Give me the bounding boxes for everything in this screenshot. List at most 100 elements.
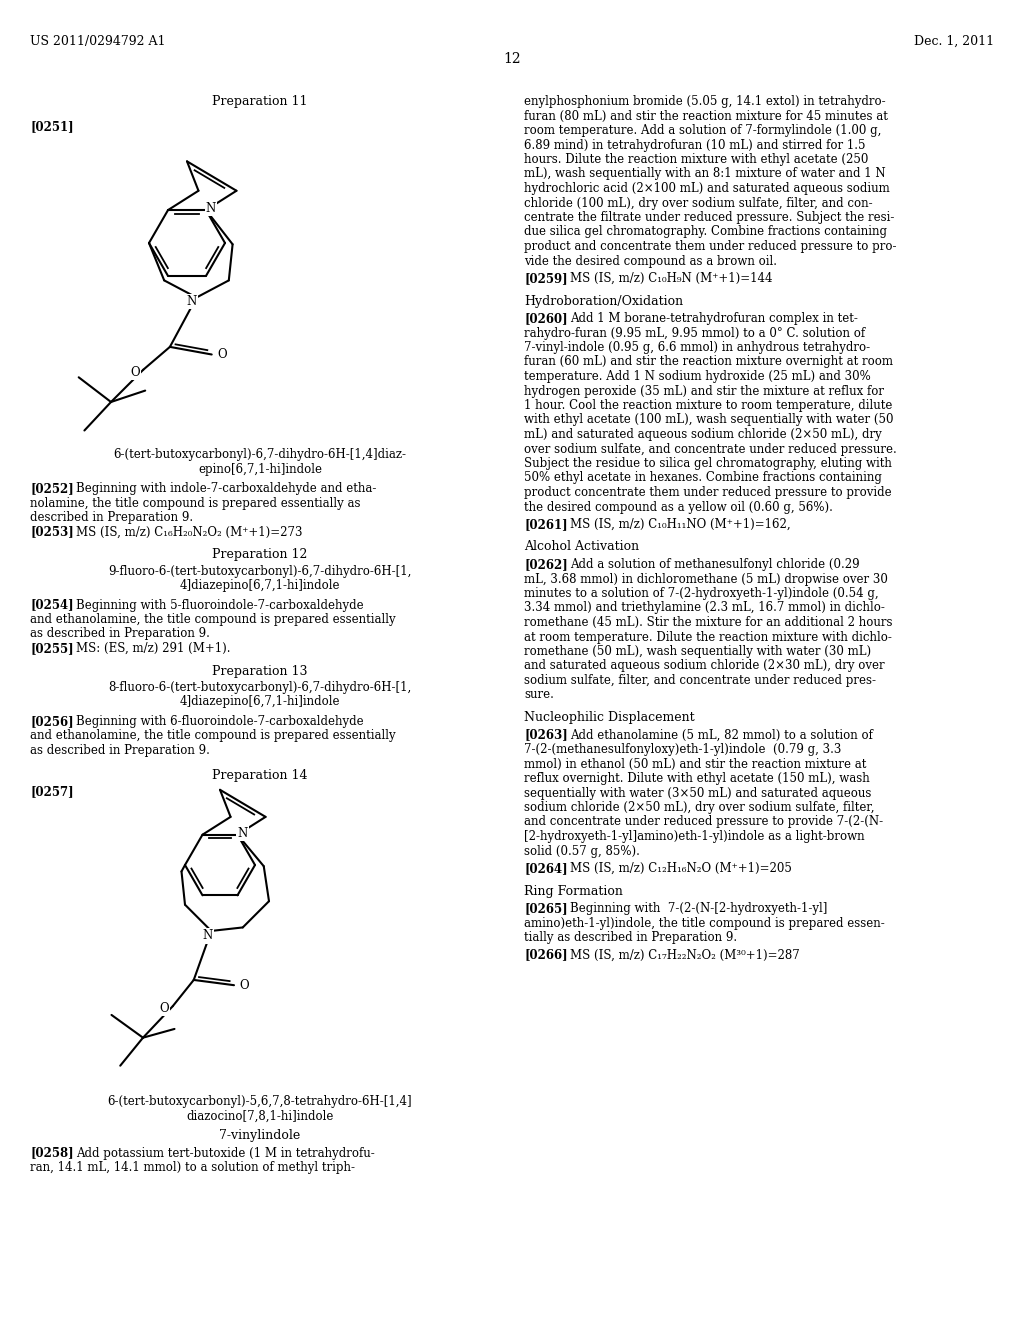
Text: N: N — [186, 294, 197, 308]
Text: Preparation 14: Preparation 14 — [212, 768, 308, 781]
Text: [0265]: [0265] — [524, 902, 567, 915]
Text: Beginning with 5-fluoroindole-7-carboxaldehyde: Beginning with 5-fluoroindole-7-carboxal… — [76, 598, 364, 611]
Text: tially as described in Preparation 9.: tially as described in Preparation 9. — [524, 931, 737, 944]
Text: [0256]: [0256] — [30, 715, 74, 729]
Text: [0266]: [0266] — [524, 949, 567, 961]
Text: 7-vinyl-indole (0.95 g, 6.6 mmol) in anhydrous tetrahydro-: 7-vinyl-indole (0.95 g, 6.6 mmol) in anh… — [524, 341, 870, 354]
Text: 7-(2-(methanesulfonyloxy)eth-1-yl)indole  (0.79 g, 3.3: 7-(2-(methanesulfonyloxy)eth-1-yl)indole… — [524, 743, 842, 756]
Text: 7-vinylindole: 7-vinylindole — [219, 1129, 301, 1142]
Text: Beginning with indole-7-carboxaldehyde and etha-: Beginning with indole-7-carboxaldehyde a… — [76, 482, 377, 495]
Text: product concentrate them under reduced pressure to provide: product concentrate them under reduced p… — [524, 486, 892, 499]
Text: [0260]: [0260] — [524, 312, 567, 325]
Text: MS (IS, m/z) C₁₀H₉N (M⁺+1)=144: MS (IS, m/z) C₁₀H₉N (M⁺+1)=144 — [570, 272, 772, 285]
Text: 4]diazepino[6,7,1-hi]indole: 4]diazepino[6,7,1-hi]indole — [180, 696, 340, 709]
Text: Nucleophilic Displacement: Nucleophilic Displacement — [524, 711, 694, 723]
Text: hydrogen peroxide (35 mL) and stir the mixture at reflux for: hydrogen peroxide (35 mL) and stir the m… — [524, 384, 884, 397]
Text: Ring Formation: Ring Formation — [524, 884, 623, 898]
Text: 4]diazepino[6,7,1-hi]indole: 4]diazepino[6,7,1-hi]indole — [180, 579, 340, 591]
Text: Add 1 M borane-tetrahydrofuran complex in tet-: Add 1 M borane-tetrahydrofuran complex i… — [570, 312, 858, 325]
Text: furan (60 mL) and stir the reaction mixture overnight at room: furan (60 mL) and stir the reaction mixt… — [524, 355, 893, 368]
Text: 1 hour. Cool the reaction mixture to room temperature, dilute: 1 hour. Cool the reaction mixture to roo… — [524, 399, 892, 412]
Text: Alcohol Activation: Alcohol Activation — [524, 540, 639, 553]
Text: and concentrate under reduced pressure to provide 7-(2-(N-: and concentrate under reduced pressure t… — [524, 816, 883, 829]
Text: as described in Preparation 9.: as described in Preparation 9. — [30, 627, 210, 640]
Text: MS: (ES, m/z) 291 (M+1).: MS: (ES, m/z) 291 (M+1). — [76, 642, 230, 655]
Text: due silica gel chromatography. Combine fractions containing: due silica gel chromatography. Combine f… — [524, 226, 887, 239]
Text: N: N — [238, 828, 248, 841]
Text: Hydroboration/Oxidation: Hydroboration/Oxidation — [524, 294, 683, 308]
Text: [0251]: [0251] — [30, 120, 74, 133]
Text: as described in Preparation 9.: as described in Preparation 9. — [30, 744, 210, 756]
Text: sodium sulfate, filter, and concentrate under reduced pres-: sodium sulfate, filter, and concentrate … — [524, 675, 876, 686]
Text: MS (IS, m/z) C₁₂H₁₆N₂O (M⁺+1)=205: MS (IS, m/z) C₁₂H₁₆N₂O (M⁺+1)=205 — [570, 862, 792, 875]
Text: sequentially with water (3×50 mL) and saturated aqueous: sequentially with water (3×50 mL) and sa… — [524, 787, 871, 800]
Text: O: O — [159, 1002, 169, 1015]
Text: mL, 3.68 mmol) in dichloromethane (5 mL) dropwise over 30: mL, 3.68 mmol) in dichloromethane (5 mL)… — [524, 573, 888, 586]
Text: 6.89 mind) in tetrahydrofuran (10 mL) and stirred for 1.5: 6.89 mind) in tetrahydrofuran (10 mL) an… — [524, 139, 865, 152]
Text: romethane (50 mL), wash sequentially with water (30 mL): romethane (50 mL), wash sequentially wit… — [524, 645, 871, 657]
Text: Preparation 11: Preparation 11 — [212, 95, 308, 108]
Text: [0255]: [0255] — [30, 642, 74, 655]
Text: Dec. 1, 2011: Dec. 1, 2011 — [913, 36, 994, 48]
Text: chloride (100 mL), dry over sodium sulfate, filter, and con-: chloride (100 mL), dry over sodium sulfa… — [524, 197, 872, 210]
Text: [0263]: [0263] — [524, 729, 567, 742]
Text: 6-(tert-butoxycarbonyl)-6,7-dihydro-6H-[1,4]diaz-: 6-(tert-butoxycarbonyl)-6,7-dihydro-6H-[… — [114, 447, 407, 461]
Text: amino)eth-1-yl)indole, the title compound is prepared essen-: amino)eth-1-yl)indole, the title compoun… — [524, 916, 885, 929]
Text: enylphosphonium bromide (5.05 g, 14.1 extol) in tetrahydro-: enylphosphonium bromide (5.05 g, 14.1 ex… — [524, 95, 886, 108]
Text: Add ethanolamine (5 mL, 82 mmol) to a solution of: Add ethanolamine (5 mL, 82 mmol) to a so… — [570, 729, 872, 742]
Text: vide the desired compound as a brown oil.: vide the desired compound as a brown oil… — [524, 255, 777, 268]
Text: MS (IS, m/z) C₁₀H₁₁NO (M⁺+1)=162,: MS (IS, m/z) C₁₀H₁₁NO (M⁺+1)=162, — [570, 517, 791, 531]
Text: [0262]: [0262] — [524, 558, 567, 572]
Text: Subject the residue to silica gel chromatography, eluting with: Subject the residue to silica gel chroma… — [524, 457, 892, 470]
Text: minutes to a solution of 7-(2-hydroxyeth-1-yl)indole (0.54 g,: minutes to a solution of 7-(2-hydroxyeth… — [524, 587, 879, 601]
Text: 3.34 mmol) and triethylamine (2.3 mL, 16.7 mmol) in dichlo-: 3.34 mmol) and triethylamine (2.3 mL, 16… — [524, 602, 885, 615]
Text: 6-(tert-butoxycarbonyl)-5,6,7,8-tetrahydro-6H-[1,4]: 6-(tert-butoxycarbonyl)-5,6,7,8-tetrahyd… — [108, 1096, 413, 1107]
Text: solid (0.57 g, 85%).: solid (0.57 g, 85%). — [524, 845, 640, 858]
Text: over sodium sulfate, and concentrate under reduced pressure.: over sodium sulfate, and concentrate und… — [524, 442, 897, 455]
Text: diazocino[7,8,1-hi]indole: diazocino[7,8,1-hi]indole — [186, 1110, 334, 1122]
Text: at room temperature. Dilute the reaction mixture with dichlo-: at room temperature. Dilute the reaction… — [524, 631, 892, 644]
Text: with ethyl acetate (100 mL), wash sequentially with water (50: with ethyl acetate (100 mL), wash sequen… — [524, 413, 894, 426]
Text: furan (80 mL) and stir the reaction mixture for 45 minutes at: furan (80 mL) and stir the reaction mixt… — [524, 110, 888, 123]
Text: Beginning with 6-fluoroindole-7-carboxaldehyde: Beginning with 6-fluoroindole-7-carboxal… — [76, 715, 364, 729]
Text: hours. Dilute the reaction mixture with ethyl acetate (250: hours. Dilute the reaction mixture with … — [524, 153, 868, 166]
Text: sure.: sure. — [524, 689, 554, 701]
Text: hydrochloric acid (2×100 mL) and saturated aqueous sodium: hydrochloric acid (2×100 mL) and saturat… — [524, 182, 890, 195]
Text: sodium chloride (2×50 mL), dry over sodium sulfate, filter,: sodium chloride (2×50 mL), dry over sodi… — [524, 801, 874, 814]
Text: temperature. Add 1 N sodium hydroxide (25 mL) and 30%: temperature. Add 1 N sodium hydroxide (2… — [524, 370, 870, 383]
Text: Add a solution of methanesulfonyl chloride (0.29: Add a solution of methanesulfonyl chlori… — [570, 558, 859, 572]
Text: romethane (45 mL). Stir the mixture for an additional 2 hours: romethane (45 mL). Stir the mixture for … — [524, 616, 893, 630]
Text: 8-fluoro-6-(tert-butoxycarbonyl)-6,7-dihydro-6H-[1,: 8-fluoro-6-(tert-butoxycarbonyl)-6,7-dih… — [109, 681, 412, 694]
Text: ran, 14.1 mL, 14.1 mmol) to a solution of methyl triph-: ran, 14.1 mL, 14.1 mmol) to a solution o… — [30, 1162, 355, 1173]
Text: [2-hydroxyeth-1-yl]amino)eth-1-yl)indole as a light-brown: [2-hydroxyeth-1-yl]amino)eth-1-yl)indole… — [524, 830, 864, 843]
Text: Preparation 13: Preparation 13 — [212, 664, 308, 677]
Text: mL) and saturated aqueous sodium chloride (2×50 mL), dry: mL) and saturated aqueous sodium chlorid… — [524, 428, 882, 441]
Text: mmol) in ethanol (50 mL) and stir the reaction mixture at: mmol) in ethanol (50 mL) and stir the re… — [524, 758, 866, 771]
Text: rahydro-furan (9.95 mL, 9.95 mmol) to a 0° C. solution of: rahydro-furan (9.95 mL, 9.95 mmol) to a … — [524, 326, 865, 339]
Text: described in Preparation 9.: described in Preparation 9. — [30, 511, 194, 524]
Text: MS (IS, m/z) C₁₇H₂₂N₂O₂ (M³⁰+1)=287: MS (IS, m/z) C₁₇H₂₂N₂O₂ (M³⁰+1)=287 — [570, 949, 800, 961]
Text: [0254]: [0254] — [30, 598, 74, 611]
Text: 9-fluoro-6-(tert-butoxycarbonyl)-6,7-dihydro-6H-[1,: 9-fluoro-6-(tert-butoxycarbonyl)-6,7-dih… — [109, 565, 412, 578]
Text: O: O — [130, 366, 140, 379]
Text: [0259]: [0259] — [524, 272, 567, 285]
Text: MS (IS, m/z) C₁₆H₂₀N₂O₂ (M⁺+1)=273: MS (IS, m/z) C₁₆H₂₀N₂O₂ (M⁺+1)=273 — [76, 525, 302, 539]
Text: the desired compound as a yellow oil (0.60 g, 56%).: the desired compound as a yellow oil (0.… — [524, 500, 833, 513]
Text: mL), wash sequentially with an 8:1 mixture of water and 1 N: mL), wash sequentially with an 8:1 mixtu… — [524, 168, 886, 181]
Text: epino[6,7,1-hi]indole: epino[6,7,1-hi]indole — [198, 462, 322, 475]
Text: 50% ethyl acetate in hexanes. Combine fractions containing: 50% ethyl acetate in hexanes. Combine fr… — [524, 471, 882, 484]
Text: reflux overnight. Dilute with ethyl acetate (150 mL), wash: reflux overnight. Dilute with ethyl acet… — [524, 772, 869, 785]
Text: [0261]: [0261] — [524, 517, 567, 531]
Text: product and concentrate them under reduced pressure to pro-: product and concentrate them under reduc… — [524, 240, 896, 253]
Text: nolamine, the title compound is prepared essentially as: nolamine, the title compound is prepared… — [30, 496, 360, 510]
Text: room temperature. Add a solution of 7-formylindole (1.00 g,: room temperature. Add a solution of 7-fo… — [524, 124, 882, 137]
Text: [0253]: [0253] — [30, 525, 74, 539]
Text: centrate the filtrate under reduced pressure. Subject the resi-: centrate the filtrate under reduced pres… — [524, 211, 894, 224]
Text: and ethanolamine, the title compound is prepared essentially: and ethanolamine, the title compound is … — [30, 730, 395, 742]
Text: and saturated aqueous sodium chloride (2×30 mL), dry over: and saturated aqueous sodium chloride (2… — [524, 660, 885, 672]
Text: N: N — [202, 929, 212, 942]
Text: O: O — [240, 978, 249, 991]
Text: [0252]: [0252] — [30, 482, 74, 495]
Text: US 2011/0294792 A1: US 2011/0294792 A1 — [30, 36, 166, 48]
Text: 12: 12 — [503, 51, 521, 66]
